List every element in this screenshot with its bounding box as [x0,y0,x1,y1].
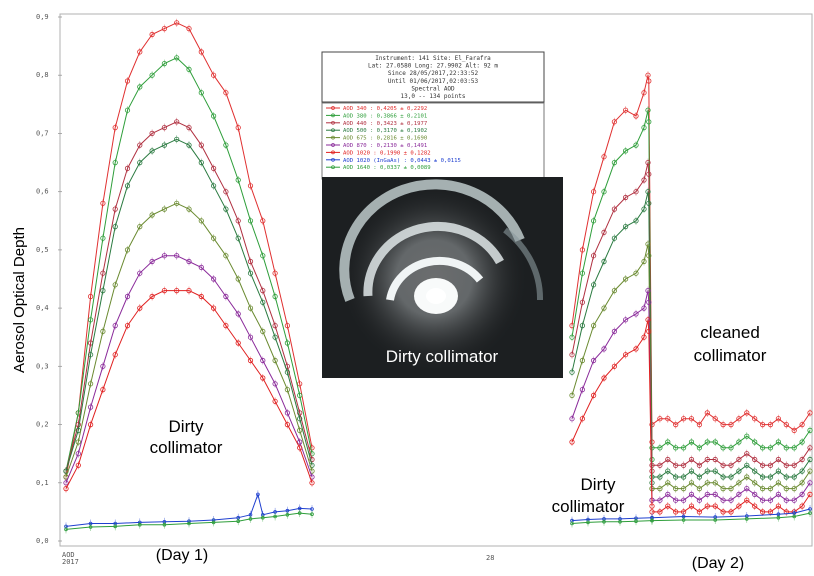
legend-marker [331,106,335,110]
day1-label: (Day 1) [156,547,208,564]
series-layer [63,18,813,534]
y-tick-label: 0,4 [36,304,49,312]
series-group [64,509,812,534]
legend-label: AOD 1020 : 0,1990 ± 0,1282 [343,150,431,156]
cleaned-line2: collimator [694,346,767,365]
y-tick-label: 0,3 [36,362,49,370]
series-group [63,286,813,516]
info-line: Spectral AOD [411,85,455,92]
legend-marker [331,128,335,133]
legend-label: AOD 500 : 0,3170 ± 0,1902 [343,128,427,134]
dirty-day1-line1: Dirty [169,417,204,436]
x-tick-label: 28 [486,554,494,562]
y-tick-label: 0,9 [36,13,49,21]
legend-label: AOD 1020 (InGaAs) : 0,0443 ± 0,0115 [343,158,461,164]
y-tick-label: 0,1 [36,479,49,487]
legend-marker [331,150,335,155]
y-axis-label: Aerosol Optical Depth [11,227,28,373]
series-line [571,517,653,522]
dirty-day2-line2: collimator [552,497,625,516]
series-group [63,135,813,487]
series-group [63,199,813,493]
y-tick-label: 0,7 [36,129,49,137]
legend-marker [331,120,335,125]
legend-label: AOD 870 : 0,2130 ± 0,1491 [343,143,427,149]
legend-label: AOD 340 : 0,4205 ± 0,2292 [343,106,427,112]
y-tick-label: 0,6 [36,188,49,196]
series-line [571,520,653,524]
y-tick-label: 0,8 [36,71,49,79]
y-tick-label: 0,2 [36,421,49,429]
info-line: Until 01/06/2017,02:03:53 [388,78,479,85]
y-tick-label: 0,5 [36,246,49,254]
collimator-photo: Dirty collimator [322,177,563,378]
legend-label: AOD 380 : 0,3866 ± 0,2101 [343,113,427,119]
photo-caption: Dirty collimator [386,347,499,366]
dirty-day2-line1: Dirty [581,475,616,494]
legend-marker [331,113,335,118]
legend-marker [331,157,335,162]
y-tick-label: 0,0 [36,537,49,545]
x-tick-label: 2017 [62,558,79,566]
cleaned-line1: cleaned [700,323,760,342]
legend-label: AOD 440 : 0,3423 ± 0,1977 [343,121,427,127]
info-line: Instrument: 141 Site: El_Farafra [375,55,491,62]
series-line [65,512,313,530]
info-line: 13,0 -- 134 points [400,93,465,100]
info-line: Since 28/05/2017,22:33:52 [388,70,479,77]
day2-label: (Day 2) [692,555,744,572]
legend-marker [331,143,335,147]
series-group [63,117,813,476]
info-line: Lat: 27.0580 Long: 27.9902 Alt: 92 m [368,63,498,70]
series-group [63,251,813,505]
legend-label: AOD 1640 : 0,0337 ± 0,0089 [343,165,431,171]
y-axis-ticks: 0,9 0,8 0,7 0,6 0,5 0,4 0,3 0,2 0,1 0,0 [36,13,62,545]
legend-marker [331,135,335,140]
plot-frame [59,13,813,547]
dirty-day1-line2: collimator [150,438,223,457]
legend-marker [331,165,335,170]
legend-label: AOD 675 : 0,2816 ± 0,1690 [343,136,427,142]
x-tick-label: AOD [62,551,75,559]
